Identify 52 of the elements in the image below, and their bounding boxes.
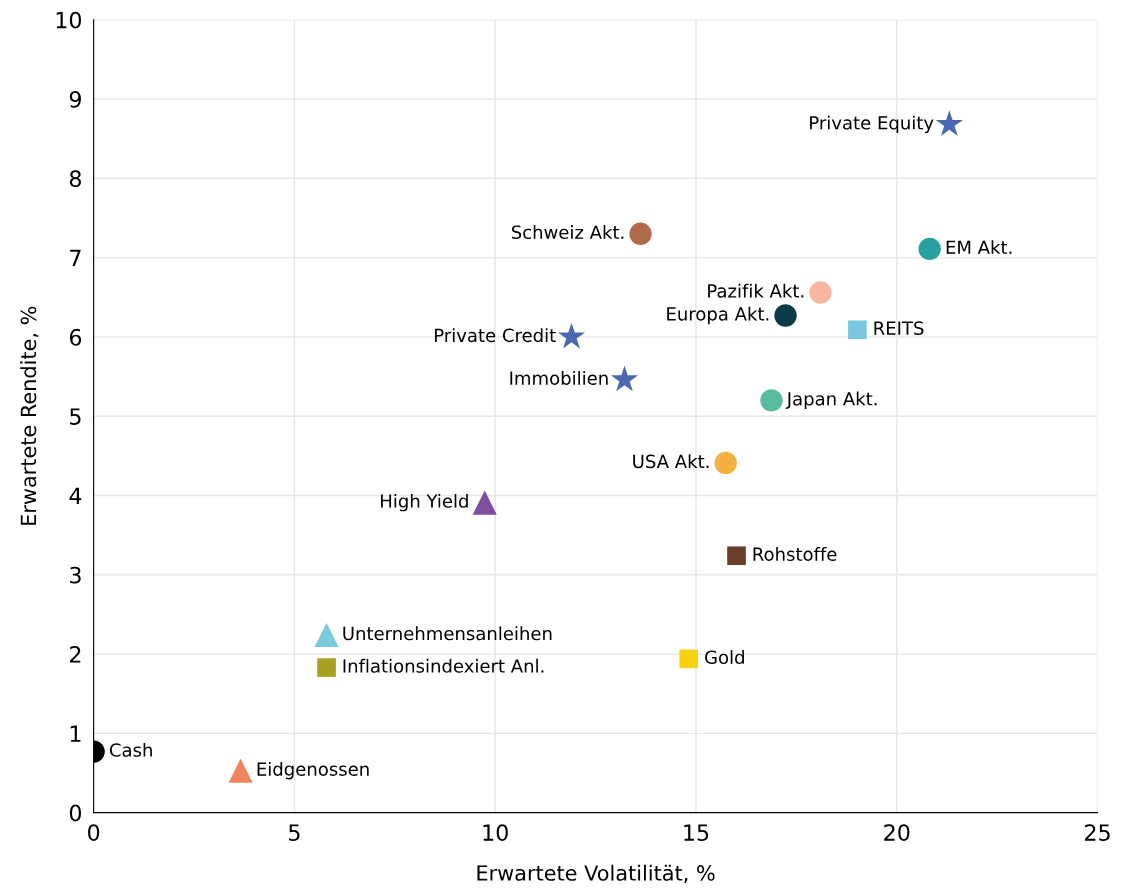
series-label: EM Akt. bbox=[946, 240, 1012, 254]
point bbox=[228, 758, 253, 783]
point bbox=[848, 320, 867, 340]
x-tick-label: 10 bbox=[483, 824, 508, 841]
series-label: Schweiz Akt. bbox=[511, 225, 624, 240]
series-label: Private Equity bbox=[810, 115, 934, 134]
point bbox=[557, 322, 586, 349]
point bbox=[629, 222, 652, 246]
y-tick-label: 4 bbox=[69, 487, 82, 504]
y-tick-label: 9 bbox=[69, 90, 81, 108]
x-tick-label: 0 bbox=[88, 824, 100, 841]
series-label: High Yield bbox=[381, 493, 468, 512]
point bbox=[714, 451, 737, 475]
point bbox=[317, 658, 336, 677]
point bbox=[918, 237, 941, 261]
y-tick-label: 0 bbox=[69, 804, 82, 822]
y-tick-label: 6 bbox=[69, 328, 82, 346]
series-label: Private Credit bbox=[435, 328, 556, 343]
x-tick-label: 15 bbox=[684, 824, 709, 841]
x-tick-label: 25 bbox=[1085, 824, 1110, 841]
series-label: REITS bbox=[874, 321, 924, 335]
point bbox=[935, 110, 963, 136]
y-tick-label: 7 bbox=[70, 249, 81, 267]
series-label: Eidgenossen bbox=[257, 761, 369, 780]
y-tick-label: 2 bbox=[70, 646, 81, 663]
y-axis-title: Erwartete Rendite, % bbox=[20, 306, 39, 525]
series-label: Inflationsindexiert Anl. bbox=[343, 658, 544, 673]
series-label: Rohstoffe bbox=[753, 547, 837, 561]
x-axis-title: Erwartete Volatilität, % bbox=[477, 864, 715, 883]
point bbox=[472, 490, 497, 515]
y-tick-label: 5 bbox=[70, 408, 81, 425]
series-label: USA Akt. bbox=[633, 454, 709, 469]
y-tick-label: 10 bbox=[56, 11, 82, 29]
point bbox=[314, 623, 339, 648]
y-tick-label: 8 bbox=[69, 170, 81, 188]
point bbox=[727, 546, 746, 566]
x-tick-label: 5 bbox=[289, 824, 300, 841]
series-label: Cash bbox=[109, 742, 152, 757]
point bbox=[809, 281, 832, 304]
y-tick-label: 3 bbox=[70, 566, 81, 584]
series-label: Unternehmensanleihen bbox=[343, 626, 552, 641]
series-label: Europa Akt. bbox=[667, 306, 769, 325]
y-tick-label: 1 bbox=[70, 725, 81, 742]
series-label: Japan Akt. bbox=[785, 391, 877, 410]
point bbox=[760, 389, 783, 412]
point bbox=[610, 365, 639, 392]
series-label: Gold bbox=[705, 650, 744, 665]
series-label: Immobilien bbox=[510, 370, 608, 385]
series-label: Pazifik Akt. bbox=[708, 283, 804, 298]
point bbox=[679, 649, 699, 669]
point bbox=[774, 304, 797, 327]
x-tick-label: 20 bbox=[884, 824, 910, 841]
